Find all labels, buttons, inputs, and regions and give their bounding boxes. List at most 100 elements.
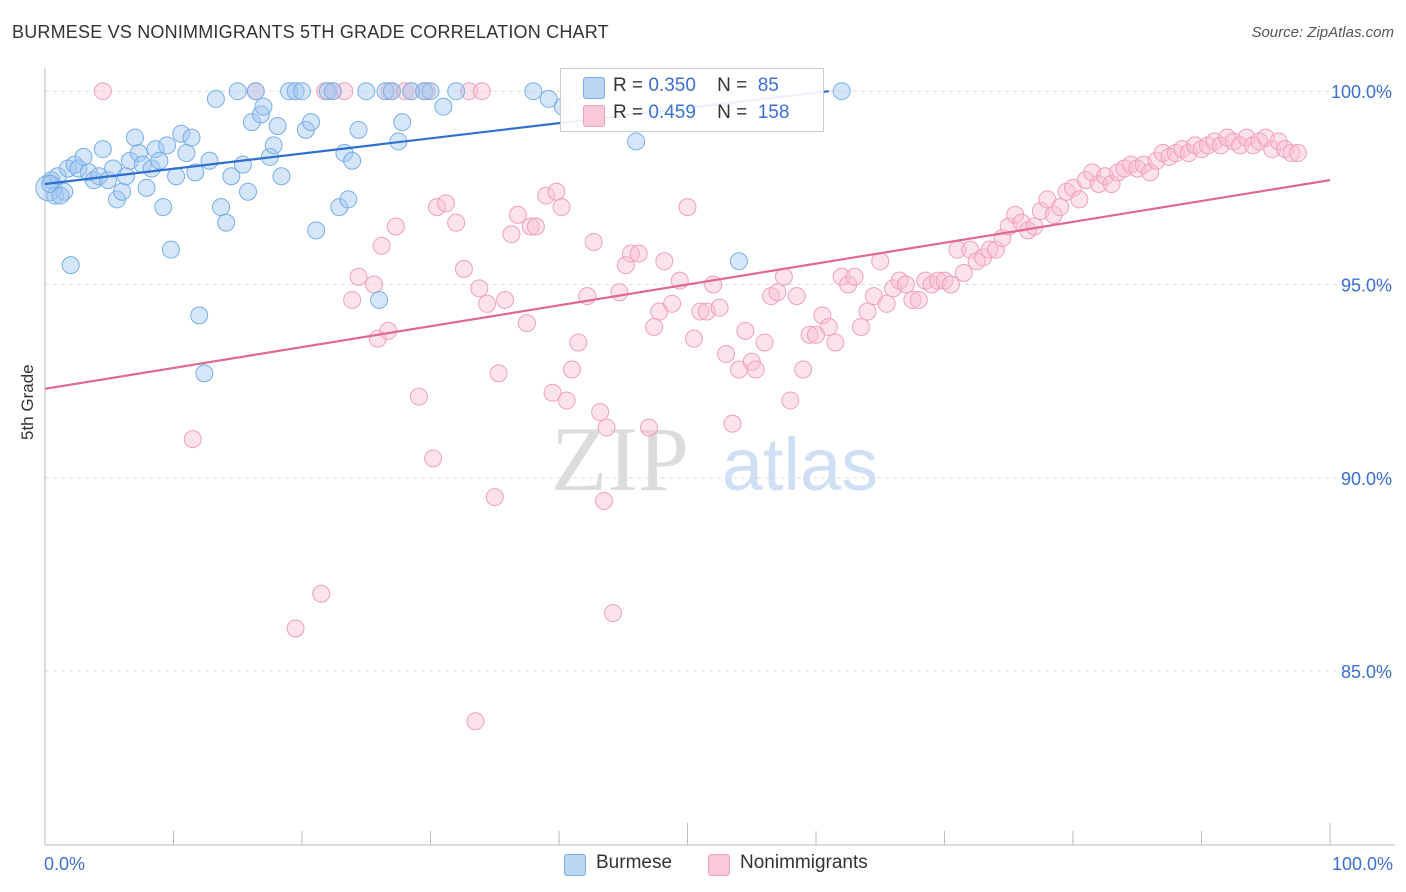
burmese-point xyxy=(154,198,173,217)
chart-title: BURMESE VS NONIMMIGRANTS 5TH GRADE CORRE… xyxy=(12,22,609,42)
nonimmigrants-point xyxy=(591,403,610,422)
nonimmigrants-point xyxy=(470,279,489,298)
nonimmigrants-point xyxy=(496,290,515,309)
burmese-point xyxy=(46,186,65,205)
burmese-point xyxy=(357,82,376,101)
burmese-point xyxy=(113,182,132,201)
source-label: Source: ZipAtlas.com xyxy=(1251,24,1394,41)
nonimmigrants-point xyxy=(1089,174,1108,193)
burmese-point xyxy=(167,167,186,186)
tick-labels: 85.0% 90.0% 95.0% 100.0% 0.0% 100.0% xyxy=(44,82,1393,874)
nonimmigrants-point xyxy=(736,321,755,340)
burmese-point xyxy=(832,82,851,101)
nonimmigrants-point xyxy=(349,267,368,286)
nonimmigrants-point xyxy=(466,712,485,731)
nonimmigrants-point xyxy=(717,345,736,364)
nonimmigrants-point xyxy=(386,217,405,236)
burmese-point xyxy=(524,82,543,101)
burmese-point xyxy=(228,82,247,101)
nonimmigrants-point xyxy=(610,283,629,302)
nonimmigrants-point xyxy=(557,391,576,410)
nonimmigrants-point xyxy=(871,252,890,271)
nonimmigrants-point xyxy=(621,244,640,263)
burmese-point xyxy=(280,82,299,101)
nonimmigrants-point xyxy=(629,244,648,263)
watermark-zip: ZIP xyxy=(551,408,689,510)
burmese-point xyxy=(415,82,434,101)
nonimmigrants-point xyxy=(584,232,603,251)
nonimmigrants-point xyxy=(478,294,497,313)
nonimmigrants-point xyxy=(903,290,922,309)
nonimmigrants-point xyxy=(424,449,443,468)
nonimmigrants-point xyxy=(93,82,112,101)
nonimmigrants-point xyxy=(454,260,473,279)
burmese-point xyxy=(382,82,401,101)
nonimmigrants-point xyxy=(543,383,562,402)
burmese-point xyxy=(421,82,440,101)
nonimmigrants-point xyxy=(781,391,800,410)
legend-r-label: R = xyxy=(613,75,644,96)
nonimmigrants-point xyxy=(954,263,973,282)
burmese-point xyxy=(627,132,646,151)
nonimmigrants-point xyxy=(1231,136,1250,155)
burmese-points xyxy=(35,82,851,383)
nonimmigrants-point xyxy=(526,217,545,236)
nonimmigrants-point xyxy=(409,387,428,406)
burmese-point xyxy=(150,151,169,170)
nonimmigrants-point xyxy=(655,252,674,271)
nonimmigrants-point xyxy=(909,290,928,309)
nonimmigrants-point xyxy=(1141,163,1160,182)
nonimmigrants-point xyxy=(800,325,819,344)
burmese-point xyxy=(74,147,93,166)
nonimmigrants-point xyxy=(597,418,616,437)
burmese-point xyxy=(349,120,368,139)
nonimmigrants-point xyxy=(489,364,508,383)
nonimmigrants-point xyxy=(460,82,479,101)
burmese-point xyxy=(330,198,349,217)
burmese-point xyxy=(233,155,252,174)
nonimmigrants-point xyxy=(552,198,571,217)
nonimmigrants-points xyxy=(93,82,1307,731)
nonimmigrants-point xyxy=(521,217,540,236)
x-tick-label: 0.0% xyxy=(44,854,85,874)
burmese-point xyxy=(61,256,80,275)
nonimmigrants-point xyxy=(858,302,877,321)
nonimmigrants-point xyxy=(569,333,588,352)
legend-swatch-nonimmigrants xyxy=(583,105,605,127)
nonimmigrants-point xyxy=(839,275,858,294)
nonimmigrants-point xyxy=(851,318,870,336)
y-tick-label: 100.0% xyxy=(1331,82,1392,102)
nonimmigrants-point xyxy=(364,275,383,294)
nonimmigrants-point xyxy=(986,240,1005,259)
burmese-point xyxy=(254,97,273,116)
nonimmigrants-point xyxy=(562,360,581,379)
nonimmigrants-point xyxy=(603,604,622,623)
nonimmigrants-point xyxy=(502,225,521,244)
nonimmigrants-point xyxy=(508,205,527,224)
burmese-point xyxy=(186,163,205,182)
nonimmigrants-point xyxy=(691,302,710,321)
nonimmigrants-point xyxy=(447,213,466,232)
nonimmigrants-point xyxy=(427,198,446,217)
burmese-point xyxy=(161,240,180,259)
burmese-point xyxy=(239,182,258,201)
burmese-point xyxy=(246,82,265,101)
nonimmigrants-point xyxy=(343,290,362,309)
burmese-point xyxy=(343,151,362,170)
nonimmigrants-point xyxy=(547,182,566,201)
burmese-point xyxy=(729,252,748,271)
burmese-point xyxy=(200,151,219,170)
burmese-point xyxy=(137,178,156,197)
burmese-point xyxy=(318,82,337,101)
nonimmigrants-point xyxy=(710,298,729,317)
burmese-point xyxy=(393,113,412,132)
nonimmigrants-point xyxy=(896,275,915,294)
burmese-point xyxy=(206,89,225,108)
nonimmigrants-point xyxy=(639,418,658,437)
nonimmigrants-point xyxy=(436,194,455,213)
burmese-point xyxy=(158,136,177,155)
nonimmigrants-point xyxy=(372,236,391,255)
watermark: ZIP atlas xyxy=(551,408,878,510)
nonimmigrants-point xyxy=(1044,205,1063,224)
nonimmigrants-point xyxy=(755,333,774,352)
